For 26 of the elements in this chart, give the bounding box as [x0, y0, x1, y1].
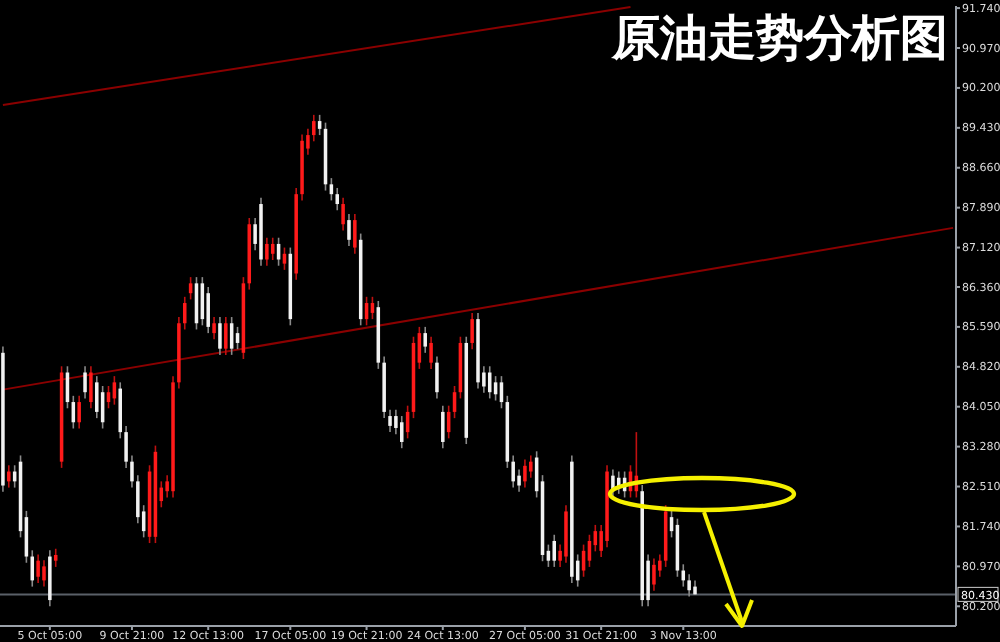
candlestick	[36, 553, 40, 584]
candlestick	[218, 316, 222, 356]
candlestick	[400, 415, 404, 449]
candlestick	[212, 316, 216, 341]
candlestick	[42, 559, 46, 588]
candlestick	[423, 326, 427, 354]
candlestick	[53, 547, 58, 568]
candlestick	[77, 395, 81, 430]
candlestick	[83, 365, 87, 400]
candlestick	[564, 504, 568, 564]
candlestick	[441, 404, 445, 449]
candlestick	[265, 236, 269, 267]
candlestick	[470, 312, 474, 350]
candlestick	[353, 213, 357, 255]
candlestick	[429, 335, 433, 370]
candlestick	[341, 197, 345, 232]
candlestick	[523, 458, 527, 489]
candlestick	[48, 549, 52, 608]
candlestick	[435, 355, 439, 400]
candlestick	[552, 533, 557, 568]
chart-title: 原油走势分析图	[610, 8, 948, 66]
candlestick	[652, 557, 656, 592]
candlestick	[7, 464, 11, 489]
candlestick	[89, 365, 93, 410]
candlestick	[224, 316, 228, 356]
candlestick	[347, 213, 351, 247]
